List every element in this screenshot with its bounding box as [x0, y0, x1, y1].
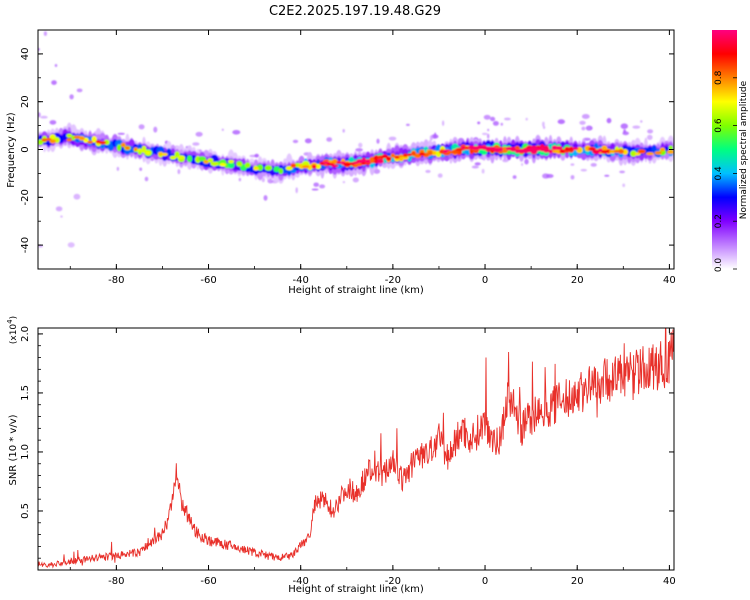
- spectrogram-y-tick-label: 0: [20, 146, 31, 152]
- spectrogram-y-tick-label: -40: [20, 237, 31, 253]
- spectrogram-x-label: Height of straight line (km): [288, 285, 424, 296]
- snr-x-tick-label: -60: [200, 576, 216, 587]
- snr-x-tick-label: -80: [108, 576, 124, 587]
- snr-x-tick-label: 0: [482, 576, 488, 587]
- colorbar: 0.0 0.2 0.4 0.6 0.8 Normalized spectral ampl…: [712, 30, 749, 272]
- spectrogram-x-tick-label: 0: [482, 275, 488, 286]
- snr-y-tick-label: 2.0: [20, 326, 31, 342]
- snr-multiplier: (x104): [6, 316, 19, 344]
- snr-frame: [37, 327, 675, 571]
- spectrogram-x-tick-label: 40: [663, 275, 676, 286]
- spectrogram-blobs: [38, 31, 674, 248]
- snr-y-tick-label: 1.5: [20, 385, 31, 401]
- spectrogram-panel: -80 -60 -40 -20 0 20 40 -40 -20 0 20 40 Height of …: [6, 29, 676, 296]
- spectrogram-x-tick-label: -40: [293, 275, 309, 286]
- snr-y-tick-label: 1.0: [20, 444, 31, 460]
- colorbar-tick-label: 0.8: [714, 70, 724, 85]
- colorbar-tick-label: 0.0: [714, 258, 724, 273]
- snr-x-ticks: -80 -60 -40 -20 0 20 40: [69, 328, 676, 587]
- snr-y-ticks: 0.5 1.0 1.5 2.0: [20, 326, 674, 559]
- colorbar-label: Normalized spectral amplitude: [739, 80, 749, 219]
- spectrogram-y-tick-label: 20: [20, 95, 31, 108]
- colorbar-gradient: [712, 30, 737, 269]
- snr-y-tick-label: 0.5: [20, 503, 31, 519]
- snr-panel: -80 -60 -40 -20 0 20 40 0.5 1.0 1.5 2.0 Height of…: [6, 316, 676, 595]
- snr-x-label: Height of straight line (km): [288, 584, 424, 595]
- spectrogram-x-ticks: -80 -60 -40 -20 0 20 40: [69, 30, 676, 286]
- chart-title: C2E2.2025.197.19.48.G29: [269, 4, 441, 19]
- colorbar-ticks: 0.0 0.2 0.4 0.6 0.8: [714, 70, 737, 272]
- spectrogram-x-tick-label: -20: [385, 275, 401, 286]
- spectrogram-y-tick-label: 40: [20, 48, 31, 61]
- colorbar-tick-label: 0.2: [714, 214, 724, 228]
- colorbar-tick-label: 0.6: [714, 118, 724, 133]
- spectrogram-x-tick-label: -80: [108, 275, 124, 286]
- spectrogram-y-ticks: -40 -20 0 20 40: [20, 29, 674, 270]
- snr-x-tick-label: -20: [385, 576, 401, 587]
- snr-x-tick-label: -40: [293, 576, 309, 587]
- spectrogram-x-tick-label: -60: [200, 275, 216, 286]
- snr-x-tick-label: 40: [663, 576, 676, 587]
- snr-series-line: [38, 328, 674, 569]
- colorbar-tick-label: 0.4: [714, 166, 724, 181]
- snr-x-tick-label: 20: [571, 576, 584, 587]
- spectrogram-y-label: Frequency (Hz): [6, 112, 17, 188]
- spectrogram-y-tick-label: -20: [20, 189, 31, 205]
- snr-y-label: SNR (10 * v/v): [8, 414, 19, 485]
- spectrogram-x-tick-label: 20: [571, 275, 584, 286]
